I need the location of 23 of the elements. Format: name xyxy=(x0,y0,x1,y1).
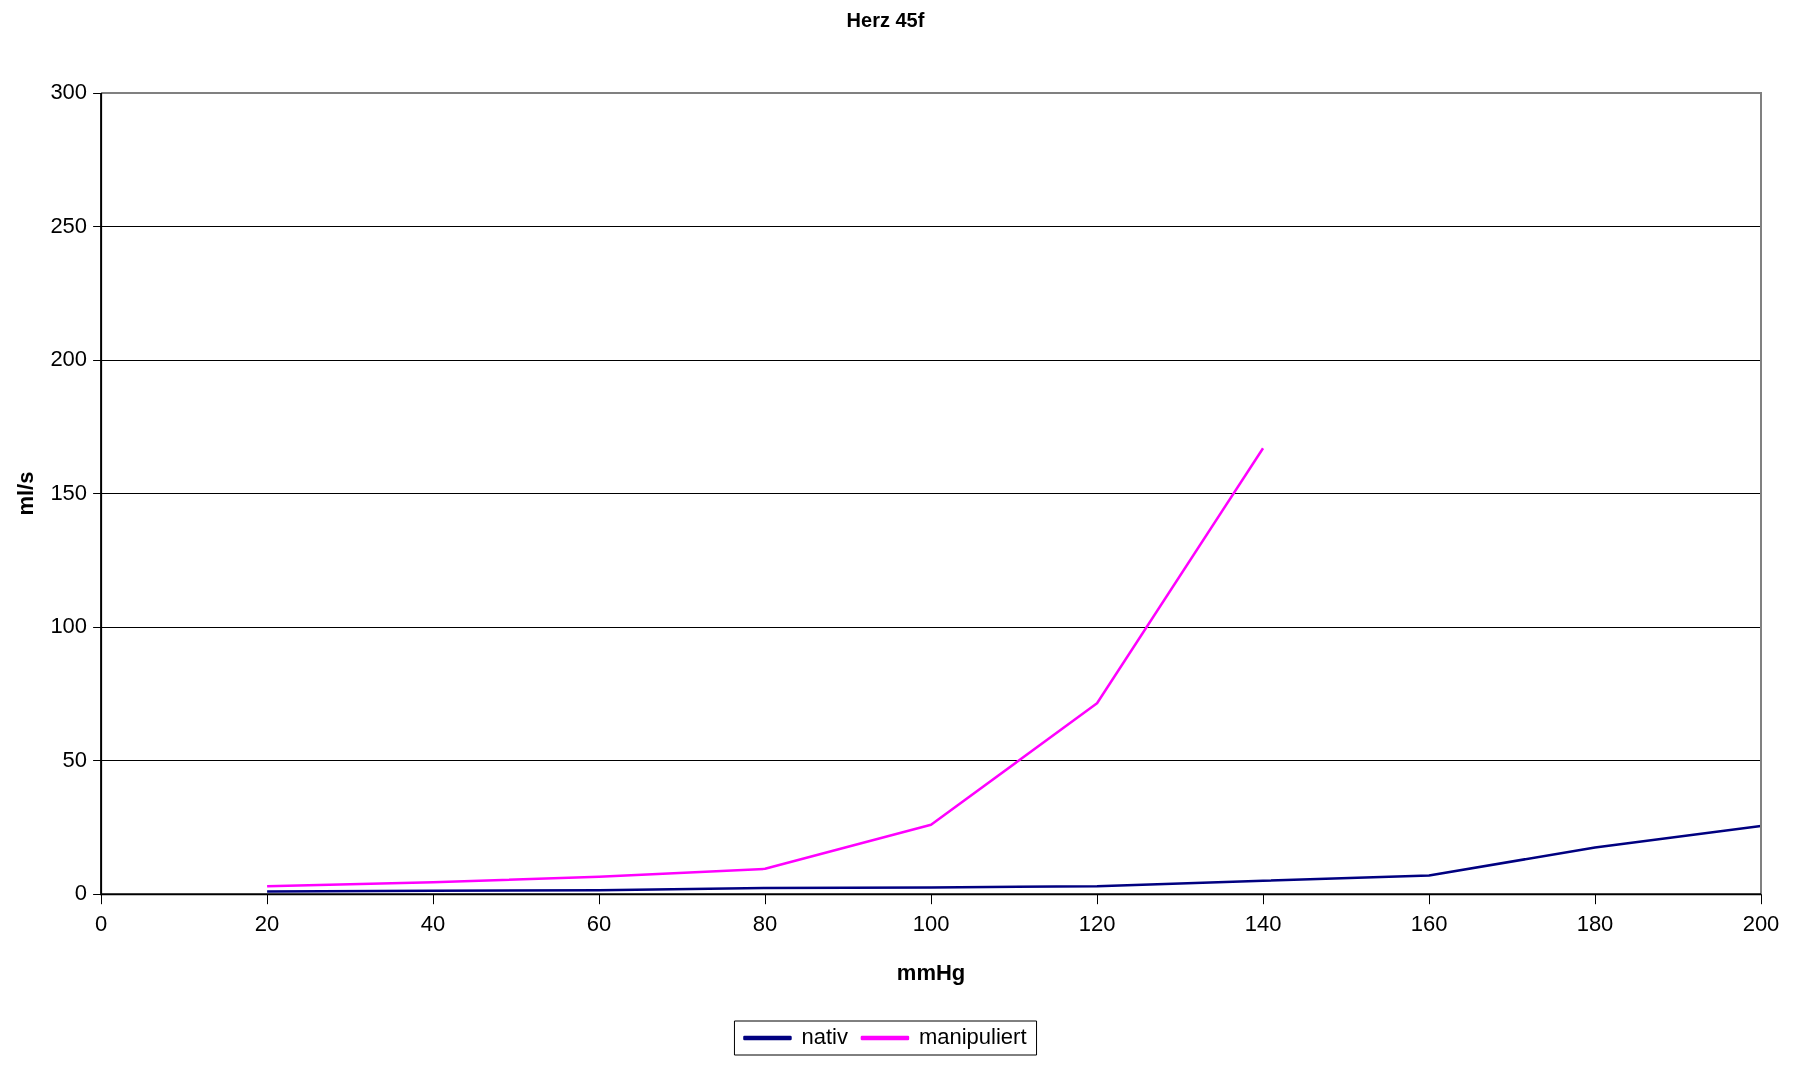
x-tick-label: 160 xyxy=(1410,911,1448,937)
legend-label: nativ xyxy=(801,1024,848,1050)
y-tick-label: 150 xyxy=(50,479,88,505)
x-tick-label: 120 xyxy=(1078,911,1116,937)
legend-label: manipuliert xyxy=(918,1024,1027,1050)
x-tick-label: 20 xyxy=(254,911,280,937)
x-tick-label: 100 xyxy=(912,911,950,937)
x-tick-label: 200 xyxy=(1742,911,1780,937)
chart-title: Herz 45f xyxy=(846,8,925,31)
x-axis-title: mmHg xyxy=(896,959,966,985)
y-tick-label: 100 xyxy=(50,613,88,639)
y-tick-label: 50 xyxy=(62,746,88,772)
x-tick-label: 180 xyxy=(1576,911,1614,937)
x-tick-label: 60 xyxy=(586,911,612,937)
x-tick-label: 80 xyxy=(752,911,778,937)
y-tick-label: 250 xyxy=(50,212,88,238)
x-tick-label: 0 xyxy=(94,911,108,937)
x-tick-label: 140 xyxy=(1244,911,1282,937)
x-tick-label: 40 xyxy=(420,911,446,937)
y-axis-title: ml/s xyxy=(13,471,39,516)
y-tick-label: 300 xyxy=(50,79,88,105)
y-tick-label: 200 xyxy=(50,346,88,372)
y-tick-label: 0 xyxy=(74,880,88,906)
